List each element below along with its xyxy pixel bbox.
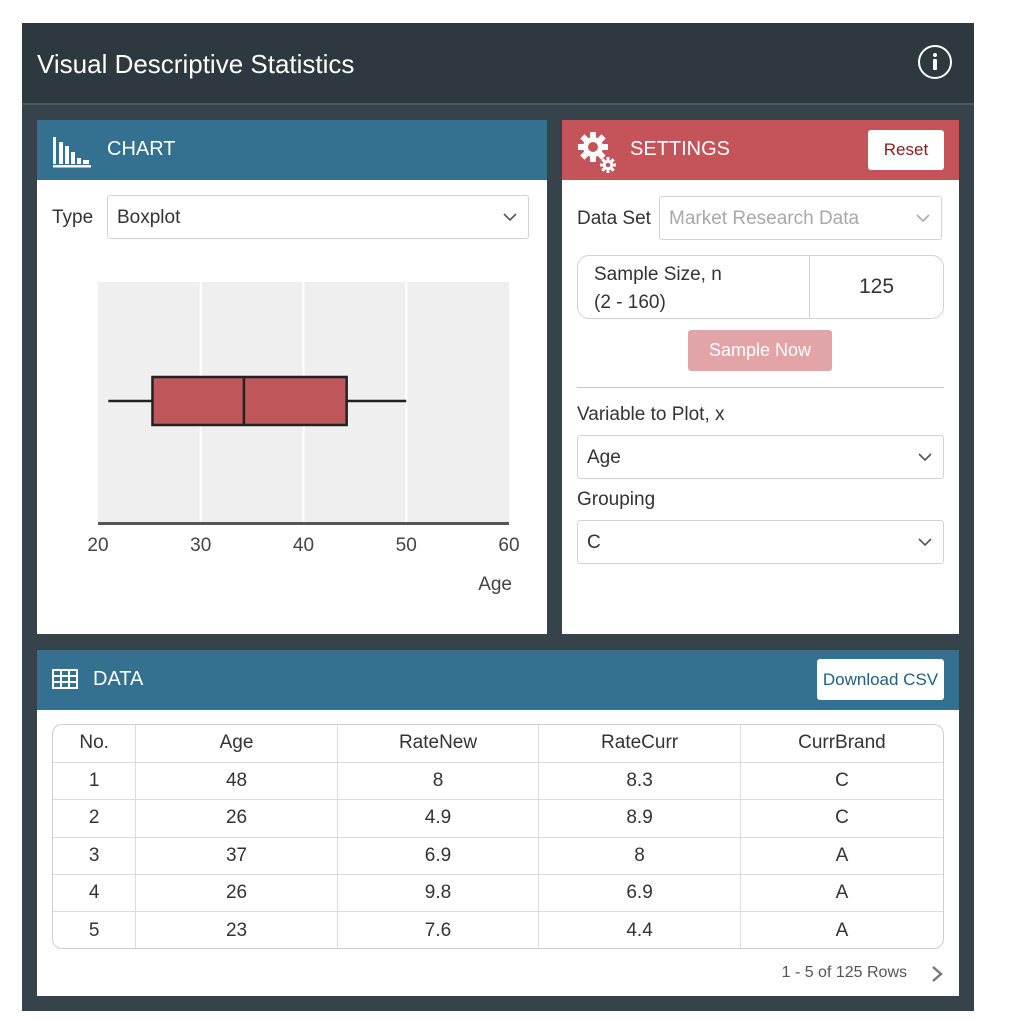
table-row: 2 26 4.9 8.9 C — [53, 799, 943, 838]
table-cell: C — [740, 799, 943, 838]
table-cell: 6.9 — [538, 874, 741, 913]
title-bar: Visual Descriptive Statistics — [22, 23, 974, 105]
app-window: Visual Descriptive Statistics CHART Type… — [22, 23, 974, 1011]
table-cell: A — [835, 919, 849, 941]
table-cell: 7.6 — [337, 911, 540, 948]
chart-header: CHART — [37, 120, 547, 180]
table-cell: 5 — [53, 911, 137, 948]
table-cell: 8.9 — [538, 799, 741, 838]
chevron-down-icon — [918, 538, 932, 547]
chevron-down-icon — [916, 214, 930, 223]
data-header: DATA Download CSV — [37, 650, 959, 710]
table-cell: 8.3 — [538, 762, 741, 801]
settings-panel: SETTINGS Reset Data Set Market Research … — [562, 120, 959, 634]
chart-type-value: Boxplot — [117, 207, 181, 228]
data-table-container: No. Age RateNew RateCurr CurrBrand 1 48 … — [52, 724, 944, 949]
settings-title: SETTINGS — [630, 138, 731, 160]
app-title: Visual Descriptive Statistics — [37, 49, 355, 79]
table-row: 3 37 6.9 8 A — [53, 837, 943, 876]
chart-title: CHART — [107, 138, 176, 160]
variable-select[interactable]: Age — [577, 435, 944, 479]
x-tick-label: 50 — [396, 535, 417, 556]
x-tick-label: 40 — [293, 535, 314, 556]
table-cell: 26 — [135, 874, 338, 913]
download-csv-button[interactable]: Download CSV — [817, 659, 944, 700]
table-cell: 23 — [135, 911, 338, 948]
table-cell: 1 — [53, 762, 137, 801]
table-row: 1 48 8 8.3 C — [53, 762, 943, 801]
boxplot-chart: 20 30 40 50 60 Age — [87, 282, 520, 595]
table-cell: 4 — [53, 874, 137, 913]
sample-size-input[interactable]: 125 — [809, 255, 944, 319]
table-cell: 2 — [53, 799, 137, 838]
data-title: DATA — [93, 668, 144, 690]
sample-size-group: Sample Size, n (2 - 160) 125 — [577, 255, 944, 319]
table-cell: A — [740, 837, 943, 876]
sample-size-label: Sample Size, n (2 - 160) — [577, 255, 810, 319]
table-cell: 8 — [337, 762, 540, 801]
data-panel: DATA Download CSV No. Age RateNew RateCu… — [37, 650, 959, 996]
column-header-no[interactable]: No. — [53, 725, 137, 763]
table-cell: 48 — [135, 762, 338, 801]
type-label: Type — [52, 207, 94, 228]
column-header-age[interactable]: Age — [135, 725, 338, 763]
grouping-label: Grouping — [577, 489, 656, 510]
dataset-select[interactable]: Market Research Data — [659, 196, 942, 240]
x-tick-label: 20 — [87, 535, 108, 556]
table-cell: 37 — [135, 837, 338, 876]
settings-divider — [577, 387, 944, 388]
chevron-down-icon — [503, 213, 517, 222]
table-icon — [52, 669, 78, 689]
grouping-select[interactable]: C — [577, 520, 944, 564]
dataset-label: Data Set — [577, 208, 651, 229]
sample-size-label-line2: (2 - 160) — [594, 292, 666, 313]
table-cell: A — [740, 874, 943, 913]
table-header-row: No. Age RateNew RateCurr CurrBrand — [53, 725, 943, 763]
table-cell: C — [740, 762, 943, 801]
x-tick-label: 30 — [190, 535, 211, 556]
column-header-currbrand[interactable]: CurrBrand — [740, 725, 943, 763]
settings-header: SETTINGS Reset — [562, 120, 959, 180]
table-row: 5 23 7.6 4.4 A — [53, 911, 943, 948]
table-cell: 26 — [135, 799, 338, 838]
grouping-value: C — [587, 532, 601, 553]
data-table: No. Age RateNew RateCurr CurrBrand 1 48 … — [53, 725, 943, 948]
variable-value: Age — [587, 447, 621, 468]
table-cell: 6.9 — [337, 837, 540, 876]
chevron-down-icon — [918, 453, 932, 462]
info-circle-icon[interactable] — [918, 45, 952, 79]
gears-icon — [578, 132, 616, 173]
sample-size-label-line1: Sample Size, n — [594, 264, 722, 285]
variable-label: Variable to Plot, x — [577, 404, 725, 425]
table-cell: 4.4 — [538, 911, 741, 948]
column-header-ratecurr[interactable]: RateCurr — [538, 725, 741, 763]
column-header-ratenew[interactable]: RateNew — [337, 725, 540, 763]
iqr-box — [151, 375, 348, 427]
chevron-right-icon[interactable] — [930, 964, 944, 984]
table-row: 4 26 9.8 6.9 A — [53, 874, 943, 913]
table-cell: 9.8 — [337, 874, 540, 913]
table-cell: 3 — [53, 837, 137, 876]
sample-now-button[interactable]: Sample Now — [688, 330, 832, 371]
table-cell: 8 — [538, 837, 741, 876]
chart-type-select[interactable]: Boxplot — [107, 195, 529, 239]
bar-chart-icon — [53, 137, 91, 168]
x-tick-label: 60 — [498, 535, 519, 556]
dataset-value: Market Research Data — [669, 208, 860, 229]
reset-button[interactable]: Reset — [868, 130, 944, 170]
chart-panel: CHART Type Boxplot 20 30 40 50 60 Age — [37, 120, 547, 634]
pagination-text: 1 - 5 of 125 Rows — [781, 964, 907, 981]
table-cell: 4.9 — [337, 799, 540, 838]
x-axis-label: Age — [478, 574, 512, 595]
